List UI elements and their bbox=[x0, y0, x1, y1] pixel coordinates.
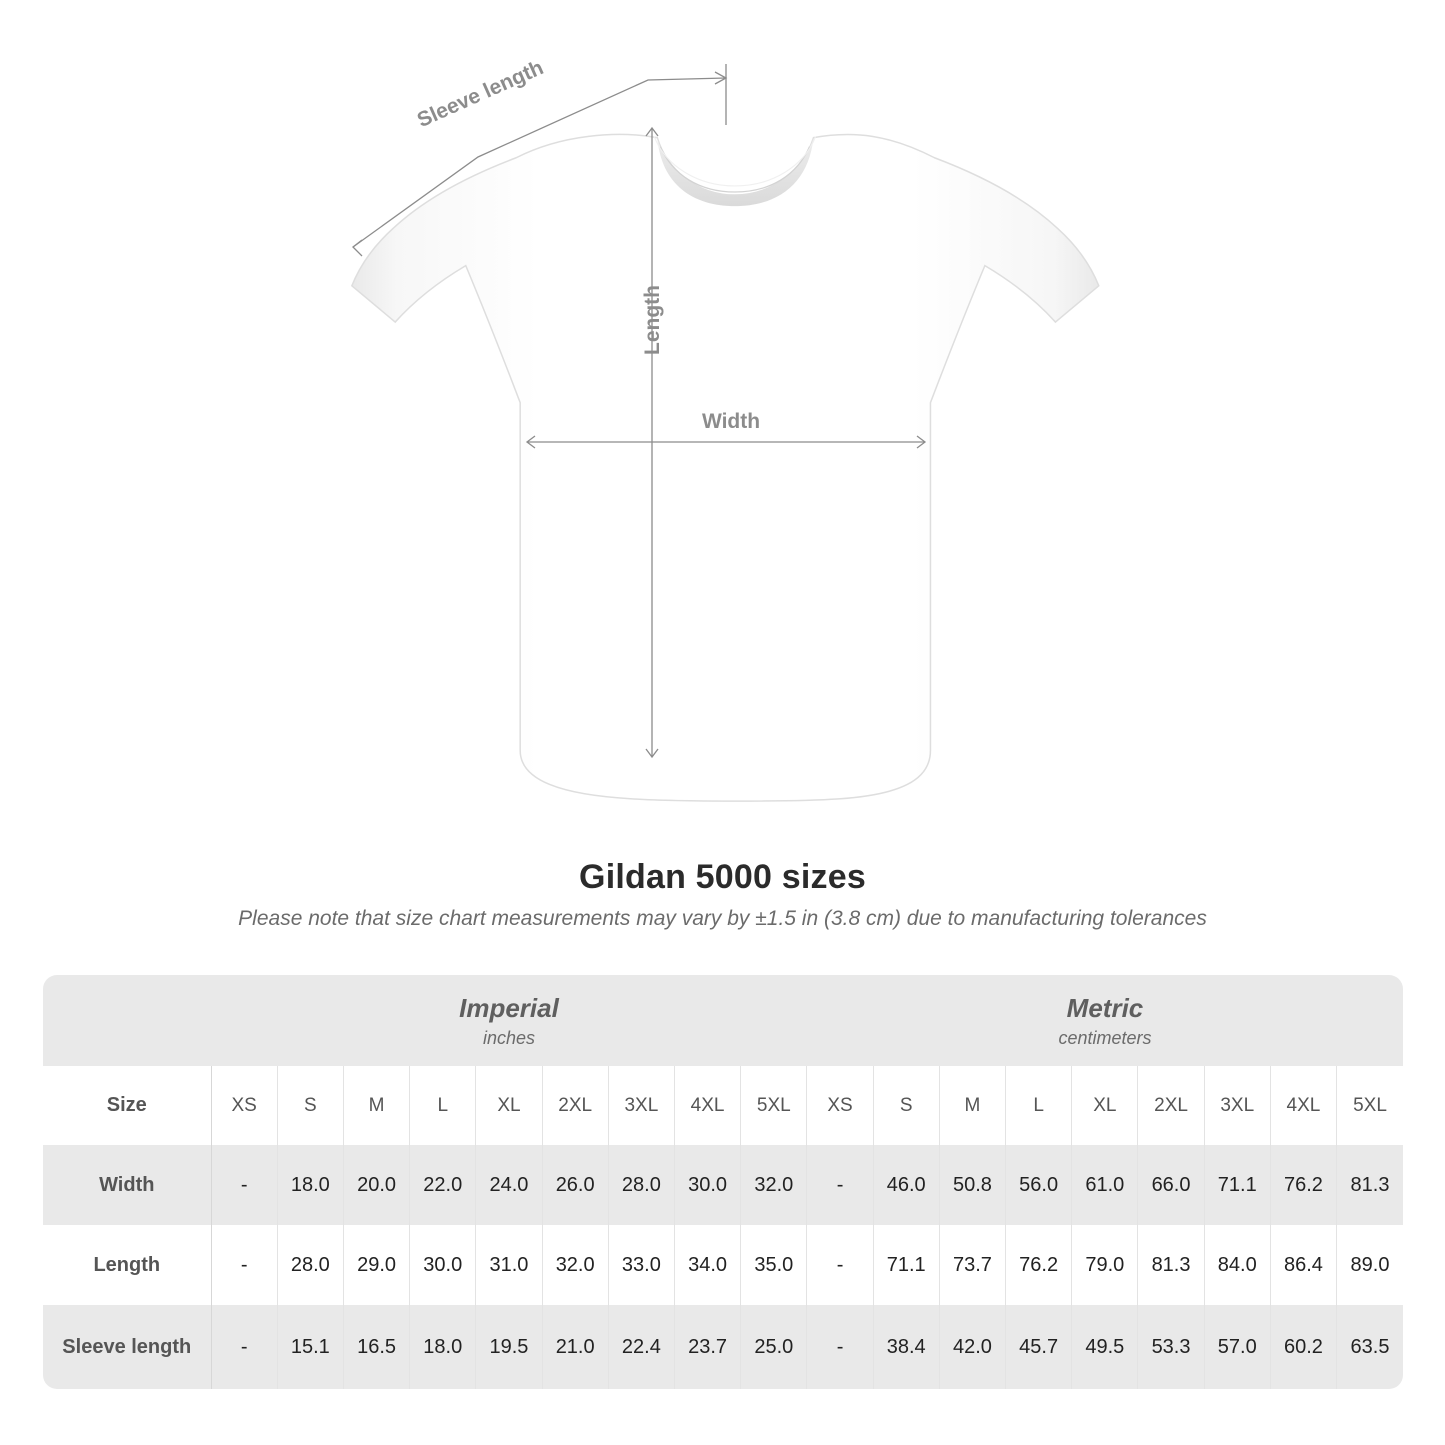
svg-text:Width: Width bbox=[702, 410, 760, 433]
svg-text:Length: Length bbox=[641, 285, 664, 355]
svg-text:Sleeve length: Sleeve length bbox=[414, 56, 547, 132]
